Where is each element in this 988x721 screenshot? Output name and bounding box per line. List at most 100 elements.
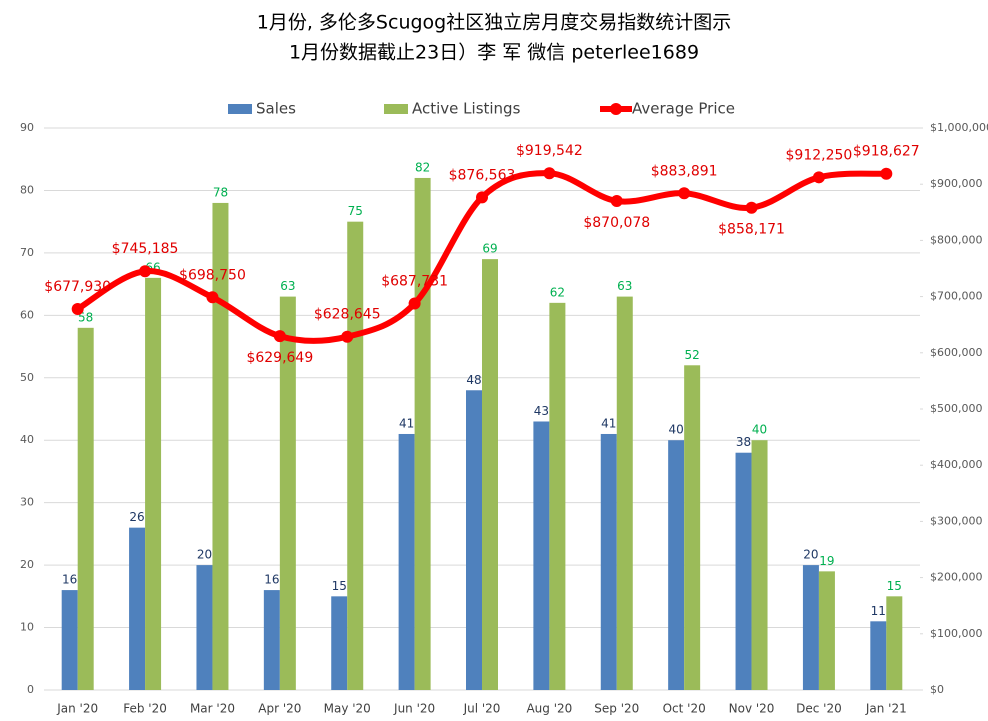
- chart-title: 1月份, 多伦多Scugog社区独立房月度交易指数统计图示: [257, 12, 731, 34]
- bar: [331, 596, 348, 690]
- bar: [818, 571, 835, 690]
- bar: [398, 433, 415, 690]
- line-marker: [139, 265, 152, 278]
- data-label: 26: [129, 510, 144, 524]
- y-tick-label: 20: [20, 558, 34, 571]
- data-label: $918,627: [853, 144, 920, 160]
- data-label: 40: [669, 423, 684, 437]
- legend-swatch: [228, 104, 252, 114]
- bar: [466, 390, 482, 690]
- x-tick-label: Jun '20: [393, 702, 435, 716]
- data-label: 43: [534, 404, 549, 418]
- line-marker: [812, 171, 825, 184]
- data-label: 15: [332, 579, 347, 593]
- bar: [145, 277, 162, 690]
- data-label: 16: [264, 573, 279, 587]
- line-marker: [476, 191, 488, 204]
- y-tick-label: 50: [20, 371, 34, 384]
- data-label: 20: [197, 548, 212, 562]
- data-label: $629,649: [246, 350, 313, 366]
- line-marker: [678, 187, 691, 200]
- bar: [886, 596, 903, 690]
- bar: [802, 565, 819, 690]
- bar: [684, 365, 701, 690]
- x-tick-label: Mar '20: [190, 702, 235, 716]
- y-tick-label: 40: [20, 433, 34, 446]
- y2-tick-label: $700,000: [930, 290, 983, 303]
- y2-tick-label: $500,000: [930, 402, 983, 415]
- bar: [600, 433, 617, 690]
- line-marker: [273, 330, 286, 343]
- data-label: $628,645: [314, 307, 381, 323]
- data-label: 38: [736, 435, 751, 449]
- data-label: 20: [803, 548, 818, 562]
- y-tick-label: 30: [20, 496, 34, 509]
- y2-tick-label: $0: [930, 683, 944, 696]
- y-tick-label: 90: [20, 121, 34, 134]
- y-tick-label: 10: [20, 621, 34, 634]
- data-label: $745,185: [112, 241, 179, 257]
- x-tick-label: May '20: [324, 702, 371, 716]
- bar: [616, 296, 633, 690]
- bar: [414, 177, 431, 690]
- x-tick-label: Dec '20: [796, 702, 842, 716]
- line-marker: [341, 330, 354, 343]
- y2-tick-label: $200,000: [930, 571, 983, 584]
- data-label: $919,542: [516, 143, 583, 159]
- data-label: 41: [601, 416, 616, 430]
- line-marker: [71, 303, 84, 316]
- bar: [668, 440, 685, 690]
- data-label: 15: [887, 579, 902, 593]
- data-label: 82: [415, 160, 430, 174]
- line-marker: [745, 201, 758, 214]
- bar: [482, 259, 498, 690]
- y-tick-label: 70: [20, 246, 34, 259]
- bar: [751, 440, 768, 690]
- data-label: $912,250: [786, 147, 853, 163]
- y2-tick-label: $400,000: [930, 458, 983, 471]
- data-label: 19: [819, 554, 834, 568]
- data-label: $677,930: [44, 279, 111, 295]
- data-label: 11: [871, 604, 886, 618]
- line-marker: [880, 167, 893, 180]
- x-tick-label: Apr '20: [258, 702, 301, 716]
- data-label: $698,750: [179, 267, 246, 283]
- data-label: 78: [213, 185, 228, 199]
- x-tick-label: Aug '20: [526, 702, 572, 716]
- x-tick-label: Jan '21: [865, 702, 907, 716]
- x-tick-label: Nov '20: [729, 702, 775, 716]
- bar: [212, 202, 229, 690]
- legend-label: Average Price: [632, 100, 735, 118]
- data-label: 62: [550, 285, 565, 299]
- data-label: $876,563: [449, 167, 516, 183]
- legend-marker: [610, 103, 622, 115]
- bar: [549, 302, 566, 690]
- y2-tick-label: $300,000: [930, 514, 983, 527]
- x-tick-label: Sep '20: [594, 702, 639, 716]
- data-label: $687,731: [381, 273, 448, 289]
- data-label: $870,078: [583, 215, 650, 231]
- bar: [61, 590, 78, 690]
- data-label: 63: [617, 279, 632, 293]
- y2-tick-label: $600,000: [930, 346, 983, 359]
- bar: [533, 421, 550, 690]
- data-label: 48: [466, 373, 481, 387]
- y2-tick-label: $800,000: [930, 233, 983, 246]
- data-label: 75: [348, 204, 363, 218]
- data-label: 40: [752, 423, 767, 437]
- line-marker: [543, 167, 556, 180]
- legend-swatch: [384, 104, 408, 114]
- y-tick-label: 0: [27, 683, 34, 696]
- bar: [196, 565, 213, 690]
- bar: [129, 527, 146, 690]
- y2-tick-label: $1,000,000: [930, 121, 988, 134]
- legend-label: Sales: [256, 100, 296, 118]
- legend-label: Active Listings: [412, 100, 521, 118]
- data-label: 69: [482, 242, 497, 256]
- x-tick-label: Jan '20: [56, 702, 98, 716]
- bar: [263, 590, 280, 690]
- data-label: $883,891: [651, 163, 718, 179]
- y2-tick-label: $900,000: [930, 177, 983, 190]
- data-label: 41: [399, 416, 414, 430]
